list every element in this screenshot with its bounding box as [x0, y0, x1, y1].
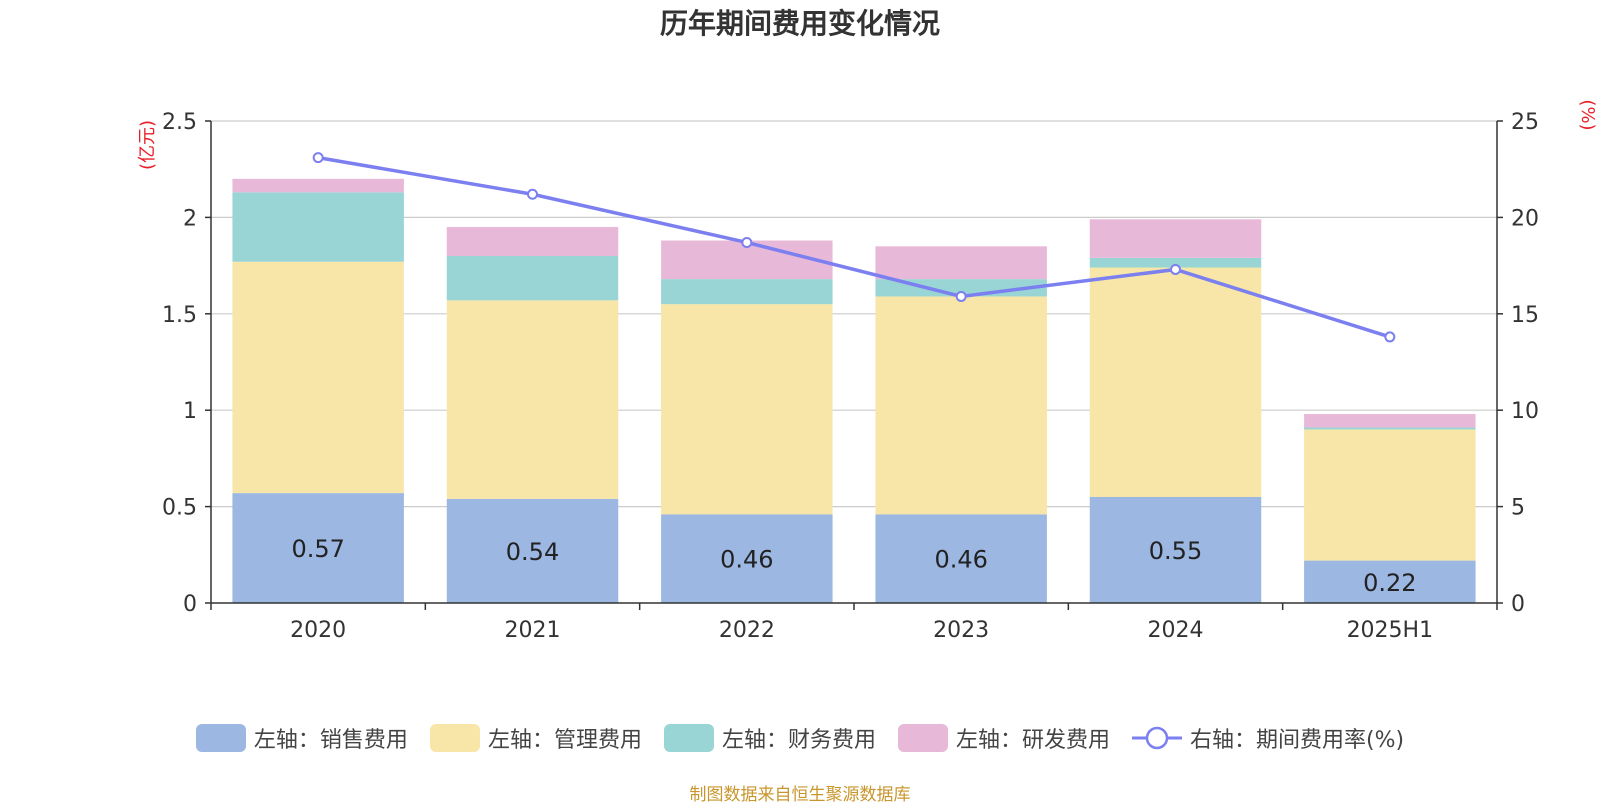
legend-item[interactable]: 右轴：期间费用率(%) — [1131, 722, 1405, 754]
x-axis-tick-label: 2022 — [719, 618, 775, 643]
bar-segment — [661, 514, 833, 603]
legend-swatch — [195, 724, 246, 752]
left-axis-tick-label: 0.5 — [162, 496, 197, 521]
rate-line — [312, 152, 1396, 343]
chart: 0 0.5 1 1.5 2 2.5 0 5 10 15 20 25 (亿元) (%) 2020 2021 202… — [137, 99, 1598, 643]
right-axis-tick-label: 15 — [1511, 303, 1539, 328]
right-axis-tick-label: 5 — [1511, 496, 1525, 521]
data-label: 0.46 — [720, 546, 773, 574]
x-axis-tick-label: 2023 — [933, 618, 989, 643]
bar-segment — [446, 498, 619, 603]
right-axis-tick-label: 10 — [1511, 399, 1539, 424]
axes: 0 0.5 1 1.5 2 2.5 0 5 10 15 20 25 (亿元) (%) 2020 2021 202… — [137, 99, 1598, 643]
bar-segment — [232, 261, 404, 494]
x-axis-tick-label: 2020 — [290, 618, 346, 643]
legend-item[interactable]: 左轴：销售费用 — [195, 722, 408, 754]
legend-item[interactable]: 左轴：管理费用 — [429, 722, 642, 754]
data-label: 0.22 — [1363, 569, 1416, 597]
bar-segment — [232, 493, 404, 603]
chart-title: 历年期间费用变化情况 — [659, 7, 940, 40]
legend: 左轴：销售费用 左轴：管理费用 左轴：财务费用 左轴：研发费用 右轴：期间费用率(%) — [0, 718, 1600, 758]
bar-segment — [1089, 496, 1262, 603]
legend-label: 左轴：销售费用 — [253, 728, 408, 753]
bar-segment — [1089, 219, 1262, 258]
bar-segment — [1304, 414, 1476, 428]
left-axis-tick-label: 1 — [183, 399, 197, 424]
legend-swatch — [429, 724, 480, 752]
rate-point — [1384, 331, 1396, 343]
legend-label: 左轴：财务费用 — [721, 728, 876, 753]
data-label: 0.46 — [934, 546, 987, 574]
source-note: 制图数据来自恒生聚源数据库 — [689, 785, 911, 805]
right-axis-tick-label: 0 — [1511, 592, 1525, 617]
rate-point — [741, 236, 753, 248]
left-axis-tick-label: 2.5 — [162, 110, 197, 135]
data-label: 0.55 — [1149, 537, 1202, 565]
bar-segment — [875, 246, 1047, 280]
x-axis-tick-label: 2024 — [1148, 618, 1204, 643]
x-axis-tick-label: 2021 — [505, 618, 561, 643]
right-axis-unit-label: (%) — [1577, 99, 1598, 130]
bar-segment — [1304, 560, 1476, 603]
rate-point — [955, 290, 967, 302]
data-label: 0.54 — [506, 538, 559, 566]
legend-label: 左轴：管理费用 — [487, 728, 642, 753]
legend-label: 右轴：期间费用率(%) — [1189, 728, 1405, 753]
bar-segment — [446, 255, 619, 301]
bar-segment — [446, 300, 619, 499]
data-label: 0.57 — [291, 535, 344, 563]
legend-swatch — [897, 724, 948, 752]
bar-segment — [661, 304, 833, 515]
bar-segment — [875, 514, 1047, 603]
legend-swatch — [663, 724, 714, 752]
bar-segment — [1304, 429, 1476, 561]
bar-segment — [875, 296, 1047, 515]
bar-stacks — [232, 178, 1476, 603]
left-axis-tick-label: 0 — [183, 592, 197, 617]
legend-line-marker — [1131, 726, 1182, 750]
bar-segment — [232, 178, 404, 193]
data-labels: 0.57 0.54 0.46 0.46 0.55 0.22 — [291, 535, 1416, 597]
gridlines — [211, 120, 1497, 508]
bar-segment — [446, 227, 619, 256]
bar-segment — [661, 279, 833, 305]
legend-item[interactable]: 左轴：财务费用 — [663, 722, 876, 754]
left-axis-tick-label: 1.5 — [162, 303, 197, 328]
rate-point — [312, 152, 324, 164]
x-axis-tick-label: 2025H1 — [1347, 618, 1434, 643]
right-axis-tick-label: 20 — [1511, 206, 1539, 231]
bar-segment — [1304, 427, 1476, 430]
legend-item[interactable]: 左轴：研发费用 — [897, 722, 1110, 754]
bar-segment — [1089, 267, 1262, 497]
rate-point — [527, 188, 538, 200]
bar-segment — [1089, 257, 1262, 268]
right-axis-tick-label: 25 — [1511, 110, 1539, 135]
bar-segment — [232, 192, 404, 262]
left-axis-unit-label: (亿元) — [137, 120, 158, 170]
rate-point — [1170, 263, 1181, 275]
legend-label: 左轴：研发费用 — [955, 728, 1110, 753]
left-axis-tick-label: 2 — [183, 206, 197, 231]
rate-series-line — [317, 155, 1391, 339]
